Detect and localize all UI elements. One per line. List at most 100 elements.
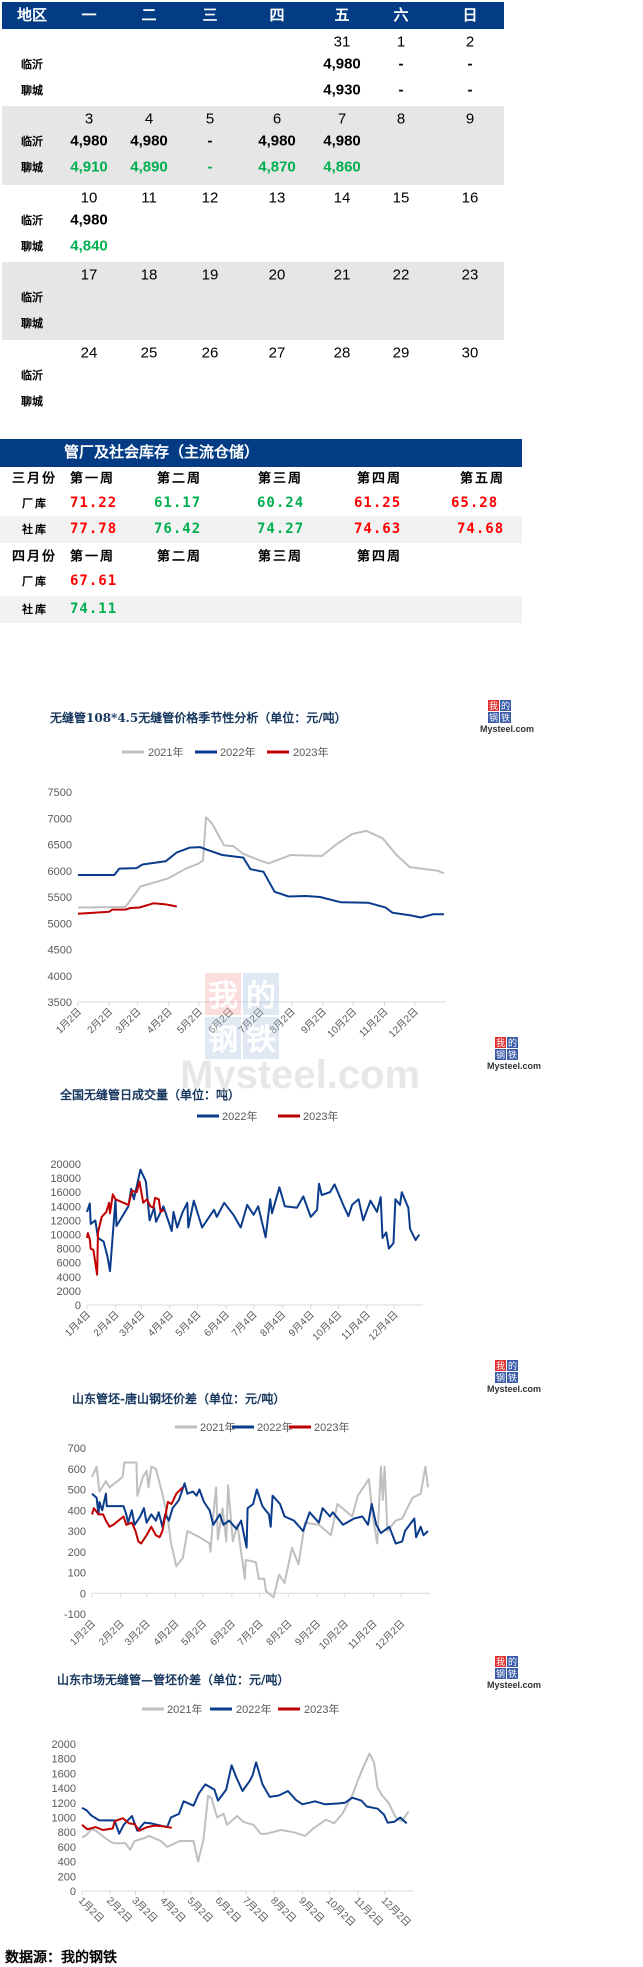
x-tick-label: 1月2日 <box>54 1006 84 1036</box>
row-label-linyi: 临沂 <box>21 136 43 148</box>
mysteel-logo: 我的钢 铁Mysteel.com <box>480 700 534 734</box>
inventory-week-header: 第二周 <box>157 471 203 487</box>
logo-tile <box>488 712 499 723</box>
price-liaocheng: - <box>398 81 404 99</box>
x-tick-label: 8月2日 <box>268 1895 298 1925</box>
calendar-week: 临沂 聊城 3 4,980 4,910 4 4,980 4,890 5 - - 6 4,980 4,870… <box>2 106 504 185</box>
x-tick-label: 2月4日 <box>91 1309 121 1339</box>
x-tick-label: 5月4日 <box>173 1309 203 1339</box>
logo-tile <box>495 1656 506 1667</box>
data-source: 数据源：我的钢铁 <box>5 1949 117 1965</box>
price-linyi: 4,980 <box>70 211 108 229</box>
price-linyi: 4,980 <box>70 132 108 150</box>
x-tick-label: 1月4日 <box>63 1309 93 1339</box>
x-tick-label: 12月2日 <box>373 1618 407 1652</box>
logo-char: 的 <box>501 700 510 711</box>
y-tick-label: 6500 <box>48 840 72 852</box>
legend-label: 2023年 <box>314 1420 349 1434</box>
row-label-liaocheng: 聊城 <box>21 318 43 330</box>
y-tick-label: 14000 <box>50 1201 81 1213</box>
price-liaocheng: 4,860 <box>323 158 361 176</box>
row-label-linyi: 临沂 <box>21 59 43 71</box>
logo-tile <box>495 1049 506 1060</box>
x-tick-label: 2月2日 <box>104 1895 134 1925</box>
x-tick-label: 10月4日 <box>310 1309 344 1343</box>
watermark-char: 的 <box>246 980 276 1013</box>
row-label-liaocheng: 聊城 <box>21 85 43 97</box>
x-tick-label: 1月2日 <box>68 1618 98 1648</box>
y-tick-label: 12000 <box>50 1215 81 1227</box>
logo-tile <box>507 1668 518 1679</box>
logo-tile <box>500 712 511 723</box>
inventory-value: 76.42 <box>154 521 202 537</box>
day-number: 12 <box>201 189 219 207</box>
y-tick-label: 10000 <box>50 1230 81 1242</box>
calendar-header-cell: 六 <box>393 7 409 24</box>
x-tick-label: 11月2日 <box>352 1895 386 1929</box>
day-number: 27 <box>268 344 286 362</box>
y-tick-label: 200 <box>68 1547 86 1559</box>
inventory-value: 74.27 <box>257 521 305 537</box>
y-tick-label: 7000 <box>48 813 72 825</box>
chart-1: 无缝管108*4.5无缝管价格季节性分析（单位：元/吨） 我 的钢 铁Mysteel.… <box>48 700 534 1040</box>
y-tick-label: 500 <box>68 1485 86 1497</box>
logo-tile <box>495 1360 506 1371</box>
price-liaocheng: 4,910 <box>70 158 108 176</box>
row-label-linyi: 临沂 <box>21 292 43 304</box>
x-tick-label: 6月4日 <box>202 1309 232 1339</box>
x-tick-label: 3月2日 <box>122 1618 152 1648</box>
day-number: 4 <box>144 110 154 128</box>
calendar-header-cell: 地区 <box>16 7 48 24</box>
inventory-value: 61.17 <box>154 495 202 511</box>
y-tick-label: 1200 <box>52 1798 76 1810</box>
inventory-row-label: 社库 <box>22 523 48 536</box>
x-tick-label: 4月2日 <box>157 1895 187 1925</box>
y-tick-label: 1800 <box>52 1754 76 1766</box>
inventory-value: 77.78 <box>70 521 118 537</box>
logo-char: 的 <box>508 1037 517 1048</box>
logo-tile <box>488 700 499 711</box>
y-tick-label: 4500 <box>48 945 72 957</box>
logo-char: 铁 <box>508 1668 517 1679</box>
chart-title: 无缝管108*4.5无缝管价格季节性分析（单位：元/吨） <box>49 710 347 725</box>
day-number: 10 <box>80 189 98 207</box>
inventory-week-header: 第一周 <box>70 549 116 565</box>
day-number: 9 <box>465 110 475 128</box>
price-linyi: - <box>207 132 213 150</box>
y-tick-label: 1400 <box>52 1783 76 1795</box>
row-label-linyi: 临沂 <box>21 370 43 382</box>
inventory-row-label: 厂库 <box>22 575 48 588</box>
logo-char: 铁 <box>508 1372 517 1383</box>
x-tick-label: 2月2日 <box>96 1618 126 1648</box>
x-tick-label: 4月2日 <box>144 1006 174 1036</box>
x-tick-label: 8月2日 <box>264 1618 294 1648</box>
legend-label: 2023年 <box>293 745 328 759</box>
calendar-header-cell: 日 <box>462 7 478 24</box>
series-line-2021 <box>77 816 445 909</box>
inventory-title: 管厂及社会库存（主流仓储） <box>64 444 260 461</box>
logo-tile <box>507 1360 518 1371</box>
y-tick-label: 0 <box>80 1588 86 1600</box>
x-tick-label: 12月4日 <box>366 1309 400 1343</box>
calendar-header-cell: 四 <box>269 7 285 24</box>
day-number: 16 <box>461 189 479 207</box>
series-line-2023 <box>81 1817 172 1832</box>
x-tick-label: 5月2日 <box>175 1006 205 1036</box>
x-tick-label: 3月2日 <box>129 1895 159 1925</box>
series-line-2022 <box>78 846 444 919</box>
watermark-char: 钢 <box>208 1024 238 1057</box>
logo-char: 钢 <box>496 1668 505 1679</box>
inventory-value: 74.68 <box>457 521 505 537</box>
y-tick-label: 1600 <box>52 1768 76 1780</box>
day-number: 6 <box>272 110 282 128</box>
legend-label: 2021年 <box>148 745 183 759</box>
mysteel-logo: 我的钢 铁Mysteel.com <box>487 1037 541 1071</box>
x-tick-label: 2月2日 <box>85 1006 115 1036</box>
y-tick-label: 3500 <box>48 997 72 1009</box>
x-tick-label: 8月4日 <box>258 1309 288 1339</box>
day-number: 14 <box>333 189 351 207</box>
inventory-month-label: 四月份 <box>12 549 58 565</box>
logo-char: 钢 <box>489 712 498 723</box>
